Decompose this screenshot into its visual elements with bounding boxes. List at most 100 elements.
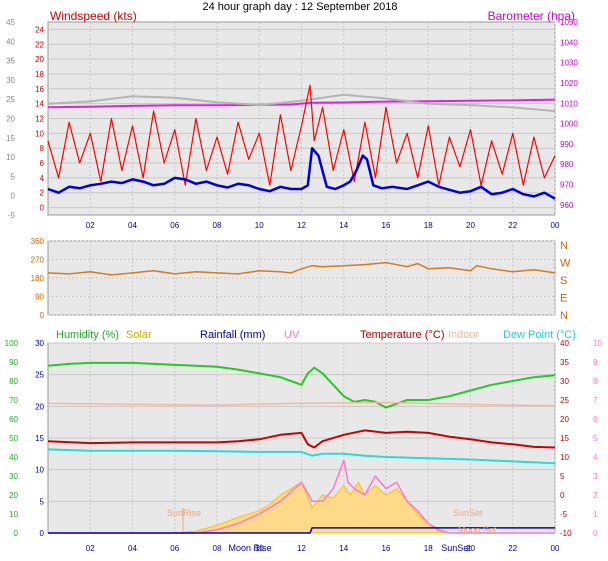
temp-x-tick-label: 16: [382, 544, 391, 553]
barometer-tick-label: 1030: [560, 59, 578, 68]
wind-x-tick-label: 16: [382, 221, 391, 230]
humidity-tick-label: 70: [9, 396, 18, 405]
outer-speed-tick-label: 20: [6, 115, 15, 124]
sunset-label: SunSet: [453, 508, 483, 518]
rainfall-legend: Rainfall (mm): [200, 329, 265, 341]
windspeed-tick-label: 22: [35, 40, 44, 49]
barometer-tick-label: 960: [560, 201, 574, 210]
temp-series-line-2: [48, 459, 555, 534]
uv-tick-label: 6: [593, 415, 598, 424]
wind-x-tick-label: 00: [551, 221, 560, 230]
temperature-right-tick-label: 15: [560, 434, 569, 443]
temp-series-line-5: [47, 429, 556, 449]
temperature-left-tick-label: 20: [35, 402, 44, 411]
direction-tick-label: 0: [40, 311, 45, 320]
humidity-tick-label: 60: [9, 415, 18, 424]
temperature-humidity-panel: Humidity (%) Solar Rainfall (mm) UV Temp…: [5, 329, 603, 553]
uv-tick-label: 1: [593, 510, 598, 519]
temp-x-tick-label: 18: [424, 544, 433, 553]
wind-x-tick-label: 02: [86, 221, 95, 230]
windspeed-tick-label: 0: [40, 204, 45, 213]
barometer-tick-label: 1010: [560, 99, 578, 108]
barometer-tick-label: 1050: [560, 18, 578, 27]
temperature-right-tick-label: 30: [560, 377, 569, 386]
temp-x-tick-label: 00: [551, 544, 560, 553]
temperature-right-tick-label: 20: [560, 415, 569, 424]
direction-tick-label: 90: [35, 293, 44, 302]
barometer-tick-label: 990: [560, 140, 574, 149]
windspeed-tick-label: 4: [40, 174, 45, 183]
outer-speed-tick-label: -5: [8, 211, 16, 220]
barometer-tick-label: 1040: [560, 38, 578, 47]
temperature-left-tick-label: 15: [35, 434, 44, 443]
uv-tick-label: 8: [593, 377, 598, 386]
temperature-right-tick-label: 40: [560, 339, 569, 348]
compass-label: W: [560, 258, 571, 270]
humidity-tick-label: 90: [9, 358, 18, 367]
wind-series-line-2: [47, 84, 556, 186]
outer-speed-tick-label: 40: [6, 37, 15, 46]
barometer-tick-label: 1020: [560, 79, 578, 88]
direction-series-line: [47, 261, 556, 276]
outer-speed-tick-label: 15: [6, 134, 15, 143]
outer-speed-tick-label: 25: [6, 95, 15, 104]
humidity-tick-label: 40: [9, 453, 18, 462]
outer-speed-tick-label: 5: [11, 172, 16, 181]
temperature-legend: Temperature (°C): [360, 329, 444, 341]
temp-x-tick-label: 04: [128, 544, 137, 553]
temp-x-tick-label: 10: [255, 544, 264, 553]
humidity-tick-label: 50: [9, 434, 18, 443]
temp-x-tick-label: 06: [170, 544, 179, 553]
wind-series-line-1: [47, 93, 556, 113]
temperature-left-tick-label: 10: [35, 466, 44, 475]
temp-x-tick-label: 20: [466, 544, 475, 553]
outer-speed-tick-label: 10: [6, 153, 15, 162]
humidity-tick-label: 100: [5, 339, 19, 348]
sunset-axis-label: SunSet: [441, 543, 471, 553]
compass-label: S: [560, 275, 567, 287]
windspeed-tick-label: 14: [35, 100, 44, 109]
humidity-legend: Humidity (%): [56, 329, 119, 341]
uv-tick-label: 3: [593, 472, 598, 481]
wind-x-tick-label: 06: [170, 221, 179, 230]
temp-series-line-3: [48, 527, 555, 534]
uv-tick-label: 5: [593, 434, 598, 443]
windspeed-tick-label: 24: [35, 25, 44, 34]
direction-tick-label: 270: [31, 256, 45, 265]
barometer-tick-label: 980: [560, 160, 574, 169]
temperature-right-tick-label: 35: [560, 358, 569, 367]
temperature-left-tick-label: 5: [40, 497, 45, 506]
compass-label: N: [560, 310, 568, 322]
humidity-tick-label: 0: [14, 529, 19, 538]
barometer-axis-title: Barometer (hpa): [488, 9, 575, 23]
wind-x-tick-label: 10: [255, 221, 264, 230]
wind-x-tick-label: 08: [213, 221, 222, 230]
direction-tick-label: 360: [31, 237, 45, 246]
wind-x-tick-label: 12: [297, 221, 306, 230]
solar-legend: Solar: [126, 329, 152, 341]
temperature-right-tick-label: 25: [560, 396, 569, 405]
barometer-tick-label: 1000: [560, 120, 578, 129]
direction-tick-label: 180: [31, 274, 45, 283]
outer-speed-tick-label: 35: [6, 57, 15, 66]
moonset-label: Moon Set: [458, 525, 497, 535]
moonrise-axis-label: Moon Rise: [228, 543, 271, 553]
temperature-right-tick-label: -10: [560, 529, 572, 538]
uv-tick-label: 2: [593, 491, 598, 500]
temperature-right-tick-label: 0: [560, 491, 565, 500]
compass-label: N: [560, 240, 568, 252]
wind-x-tick-label: 22: [508, 221, 517, 230]
temperature-left-tick-label: 25: [35, 371, 44, 380]
temperature-right-tick-label: -5: [560, 510, 568, 519]
page-title: 24 hour graph day : 12 September 2018: [202, 1, 397, 13]
uv-tick-label: 10: [593, 339, 602, 348]
temp-x-tick-label: 12: [297, 544, 306, 553]
outer-speed-tick-label: 0: [11, 192, 16, 201]
barometer-tick-label: 970: [560, 181, 574, 190]
windspeed-tick-label: 2: [40, 189, 45, 198]
windspeed-tick-label: 18: [35, 70, 44, 79]
temp-x-tick-label: 08: [213, 544, 222, 553]
temperature-left-tick-label: 30: [35, 339, 44, 348]
sunrise-label: SunRise: [167, 508, 201, 518]
